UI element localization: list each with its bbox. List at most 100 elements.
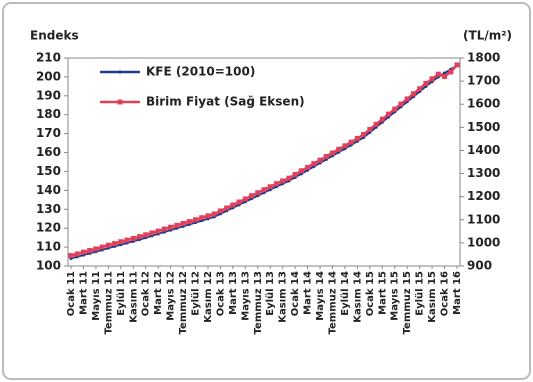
y2-tick-label: 1700: [467, 74, 500, 88]
y2-tick-label: 1400: [467, 143, 500, 157]
plot-area: [67, 57, 461, 267]
series-marker: [155, 228, 161, 234]
series-marker: [80, 249, 86, 255]
series-marker: [118, 239, 124, 245]
series-marker: [348, 139, 354, 145]
series-marker: [361, 131, 367, 137]
series-marker: [130, 235, 136, 241]
series-marker: [329, 150, 335, 156]
y-tick-label: 170: [36, 126, 61, 140]
x-tick-label: Kasım 14: [352, 271, 363, 323]
x-tick-label: Kasım 15: [427, 271, 438, 323]
series-marker: [224, 205, 230, 211]
series-marker: [261, 187, 267, 193]
series-marker: [379, 116, 385, 122]
series-marker: [105, 242, 111, 248]
x-tick-label: Ocak 12: [141, 271, 152, 316]
legend-marker: [118, 70, 122, 74]
y-tick-label: 190: [36, 88, 61, 102]
series-marker: [124, 237, 130, 243]
x-tick-label: Kasım 13: [278, 271, 289, 323]
x-tick-label: Mayıs 14: [315, 271, 326, 321]
x-tick-label: Mart 12: [153, 271, 164, 315]
x-tick-label: Eylül 12: [191, 271, 202, 316]
series-marker: [149, 230, 155, 236]
series-marker: [373, 121, 379, 127]
y-tick-label: 200: [36, 69, 61, 83]
series-marker: [143, 232, 149, 238]
y-tick-label: 210: [36, 51, 61, 65]
y-tick-label: 120: [36, 221, 61, 235]
series-marker: [205, 213, 211, 219]
legend-marker: [117, 99, 123, 105]
y2-tick-label: 1600: [467, 97, 500, 111]
y-tick-label: 140: [36, 183, 61, 197]
y2-tick-label: 1500: [467, 120, 500, 134]
series-marker: [211, 211, 217, 217]
y2-tick-label: 1200: [467, 189, 500, 203]
x-tick-label: Mart 14: [303, 271, 314, 315]
series-marker: [342, 143, 348, 149]
series-marker: [199, 215, 205, 221]
y2-tick-label: 1100: [467, 212, 500, 226]
series-marker: [217, 208, 223, 214]
series-marker: [174, 222, 180, 228]
series-marker: [298, 168, 304, 174]
y-tick-label: 150: [36, 164, 61, 178]
series-marker: [93, 246, 99, 252]
x-tick-label: Kasım 11: [128, 271, 139, 323]
x-tick-label: Eylül 15: [415, 271, 426, 316]
series-marker: [423, 80, 429, 86]
y-tick-label: 110: [36, 240, 61, 254]
series-marker: [367, 126, 373, 132]
series-marker: [230, 202, 236, 208]
y-tick-label: 160: [36, 145, 61, 159]
x-tick-label: Ocak 16: [440, 271, 451, 316]
y2-tick-label: 1000: [467, 235, 500, 249]
series-marker: [242, 196, 248, 202]
series-marker: [280, 178, 286, 184]
series-marker: [112, 241, 118, 247]
series-marker: [273, 181, 279, 187]
series-marker: [317, 157, 323, 163]
series-marker: [454, 62, 460, 68]
x-tick-label: Mart 15: [377, 271, 388, 315]
x-tick-label: Temmuz 12: [178, 271, 189, 334]
series-marker: [180, 220, 186, 226]
series-marker: [68, 253, 74, 259]
x-tick-label: Eylül 11: [116, 271, 127, 316]
y-axis-title: Endeks: [30, 29, 79, 43]
series-marker: [404, 96, 410, 102]
y-tick-label: 100: [36, 259, 61, 273]
x-tick-label: Mart 11: [78, 271, 89, 315]
x-tick-label: Mart 13: [228, 271, 239, 315]
x-tick-label: Temmuz 13: [253, 271, 264, 334]
x-tick-label: Ocak 13: [215, 271, 226, 316]
x-tick-label: Temmuz 15: [402, 271, 413, 334]
series-marker: [193, 217, 199, 223]
series-marker: [186, 219, 192, 225]
legend-label: Birim Fiyat (Sağ Eksen): [146, 95, 305, 109]
series-marker: [267, 184, 273, 190]
x-tick-label: Ocak 14: [290, 271, 301, 316]
series-marker: [236, 199, 242, 205]
series-marker: [386, 111, 392, 117]
x-tick-label: Mart 16: [452, 271, 463, 315]
series-marker: [99, 244, 105, 250]
y2-axis-title: (TL/m²): [463, 29, 512, 43]
series-marker: [398, 101, 404, 107]
y2-tick-label: 1800: [467, 51, 500, 65]
x-tick-label: Mayıs 12: [166, 271, 177, 321]
y-tick-label: 180: [36, 107, 61, 121]
series-marker: [249, 193, 255, 199]
x-tick-label: Mayıs 13: [240, 271, 251, 321]
series-marker: [435, 71, 441, 77]
y2-tick-label: 1300: [467, 166, 500, 180]
series-marker: [336, 146, 342, 152]
y-tick-label: 130: [36, 202, 61, 216]
series-marker: [392, 106, 398, 112]
series-marker: [429, 76, 435, 82]
series-marker: [136, 234, 142, 240]
x-tick-label: Ocak 15: [365, 271, 376, 316]
